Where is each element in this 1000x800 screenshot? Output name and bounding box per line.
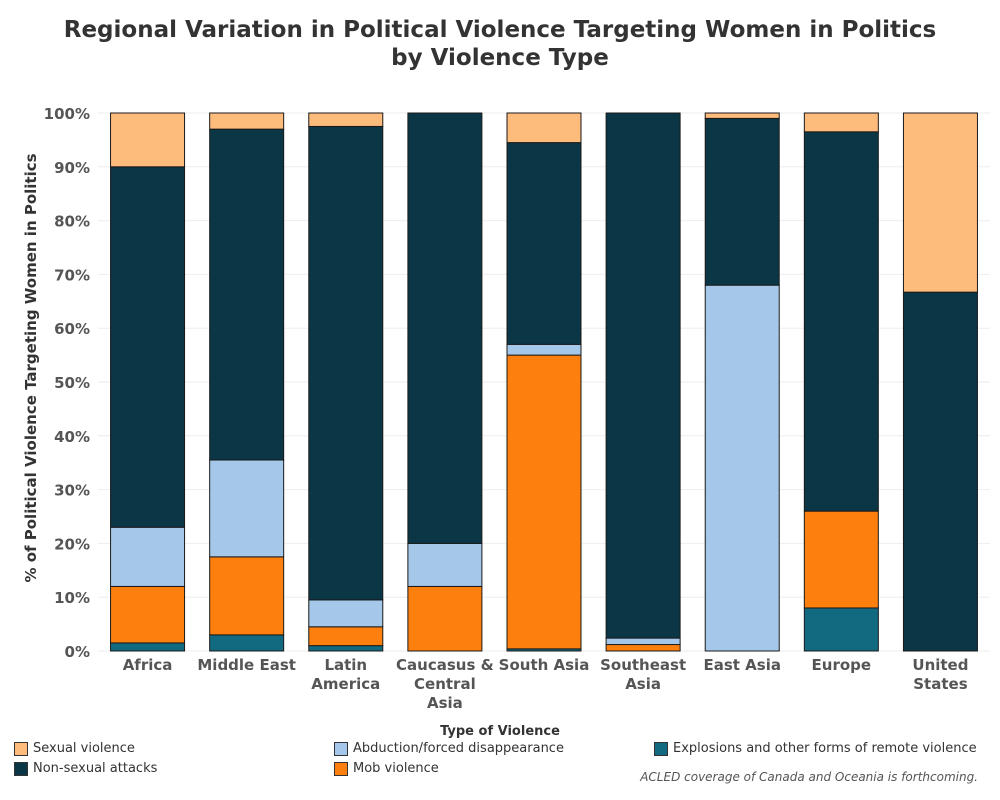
legend-swatch	[14, 761, 28, 776]
x-tick-label: South Asia	[499, 656, 590, 674]
bar-segment	[506, 142, 582, 345]
x-tick-label: Europe	[812, 656, 872, 674]
legend-label: Explosions and other forms of remote vio…	[673, 741, 977, 756]
legend-swatch	[334, 741, 348, 756]
y-tick-label: 10%	[54, 589, 90, 607]
legend-label: Non-sexual attacks	[33, 761, 158, 776]
x-tick-label: United	[912, 656, 968, 674]
bar-segment	[308, 112, 384, 127]
chart-title-line1: Regional Variation in Political Violence…	[63, 17, 937, 43]
y-tick-label: 40%	[54, 428, 90, 446]
x-tick-label: Asia	[427, 694, 463, 712]
y-tick-label: 50%	[54, 374, 90, 392]
legend-title: Type of Violence	[440, 724, 560, 739]
legend-label: Abduction/forced disappearance	[353, 741, 564, 756]
bar-segment	[605, 637, 681, 646]
bar-segment	[308, 599, 384, 628]
bar-segment	[605, 112, 681, 639]
x-tick-label: Caucasus &	[396, 656, 494, 674]
legend-swatch	[334, 761, 348, 776]
y-tick-label: 70%	[54, 266, 90, 284]
y-tick-label: 90%	[54, 159, 90, 177]
y-tick-label: 80%	[54, 213, 90, 231]
bar-segment	[209, 556, 285, 636]
bar-segment	[605, 644, 681, 652]
bar-segment	[209, 634, 285, 652]
bar-segment	[407, 112, 483, 544]
legend-item-sexual-violence: Sexual violence	[14, 741, 135, 756]
bar-segment	[704, 284, 780, 652]
x-tick-label: Asia	[625, 675, 661, 693]
legend-item-explosions: Explosions and other forms of remote vio…	[654, 741, 977, 756]
chart-title: Regional Variation in Political Violence…	[0, 16, 1000, 72]
bar-segment	[407, 542, 483, 587]
bar-segment	[209, 112, 285, 130]
x-tick-label: America	[311, 675, 380, 693]
chart-title-line2: by Violence Type	[391, 45, 609, 71]
bar-segment	[902, 291, 978, 652]
legend-item-non-sexual-attacks: Non-sexual attacks	[14, 761, 157, 776]
bar-segment	[209, 459, 285, 558]
bar-segment	[506, 112, 582, 144]
x-tick-label: Middle East	[197, 656, 296, 674]
stacked-bar-chart: 0% 10% 20% 30% 40% 50% 60% 70% 80% 90% 100% Africa M…	[22, 105, 990, 712]
x-tick-label: East Asia	[703, 656, 781, 674]
x-tick-label: Africa	[123, 656, 173, 674]
bar-segment	[803, 112, 879, 133]
y-axis-label: % of Political Violence Targeting Women …	[22, 153, 40, 582]
bar-segment	[506, 343, 582, 356]
x-tick-label: Southeast	[600, 656, 686, 674]
legend-label: Sexual violence	[33, 741, 135, 756]
legend-swatch	[654, 741, 668, 756]
bar-segment	[704, 117, 780, 286]
y-tick-label: 30%	[54, 482, 90, 500]
bar-segment	[704, 112, 780, 119]
legend-label: Mob violence	[353, 761, 439, 776]
x-tick-label: Central	[414, 675, 476, 693]
bar-segment	[902, 112, 978, 293]
bar-segment	[803, 510, 879, 609]
bar-segment	[308, 125, 384, 601]
bar-segment	[110, 585, 186, 644]
legend-swatch	[14, 741, 28, 756]
legend-item-mob-violence: Mob violence	[334, 761, 439, 776]
bar-segment	[803, 607, 879, 652]
bar-segment	[110, 526, 186, 587]
y-tick-label: 0%	[65, 643, 90, 661]
y-tick-label: 20%	[54, 535, 90, 553]
bar-segment	[308, 626, 384, 647]
x-tick-label: States	[913, 675, 967, 693]
footnote: ACLED coverage of Canada and Oceania is …	[640, 770, 978, 784]
bar-segment	[110, 112, 186, 168]
bar-segment	[407, 585, 483, 652]
y-tick-label: 100%	[44, 105, 90, 123]
legend-item-abduction: Abduction/forced disappearance	[334, 741, 564, 756]
bar-segment	[308, 645, 384, 652]
bar-segment	[110, 166, 186, 528]
bar-segment	[803, 131, 879, 512]
bar-segment	[110, 642, 186, 652]
bar-segment	[506, 354, 582, 650]
x-tick-label: Latin	[324, 656, 367, 674]
y-tick-label: 60%	[54, 320, 90, 338]
bar-segment	[209, 128, 285, 461]
